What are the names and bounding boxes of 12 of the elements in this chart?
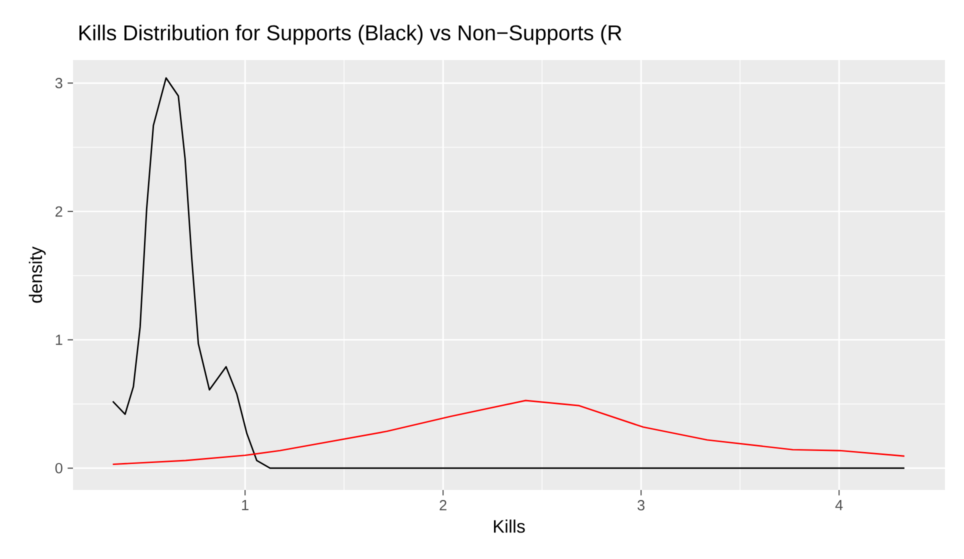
y-tick-label: 1	[56, 334, 62, 345]
x-tick-label: 2	[440, 500, 446, 510]
y-axis-title: density	[28, 246, 46, 303]
x-tick-label: 1	[242, 500, 248, 510]
x-axis-title: Kills	[494, 520, 525, 533]
y-tick-label: 2	[56, 206, 62, 217]
chart-title: Kills Distribution for Supports (Black) vs Non−Supports (R	[79, 24, 622, 45]
y-tick-label: 0	[55, 462, 62, 474]
line-series	[112, 400, 906, 466]
x-tick-label: 3	[638, 500, 644, 510]
y-tick-label: 3	[55, 78, 62, 88]
x-tick-label: 4	[835, 500, 843, 510]
